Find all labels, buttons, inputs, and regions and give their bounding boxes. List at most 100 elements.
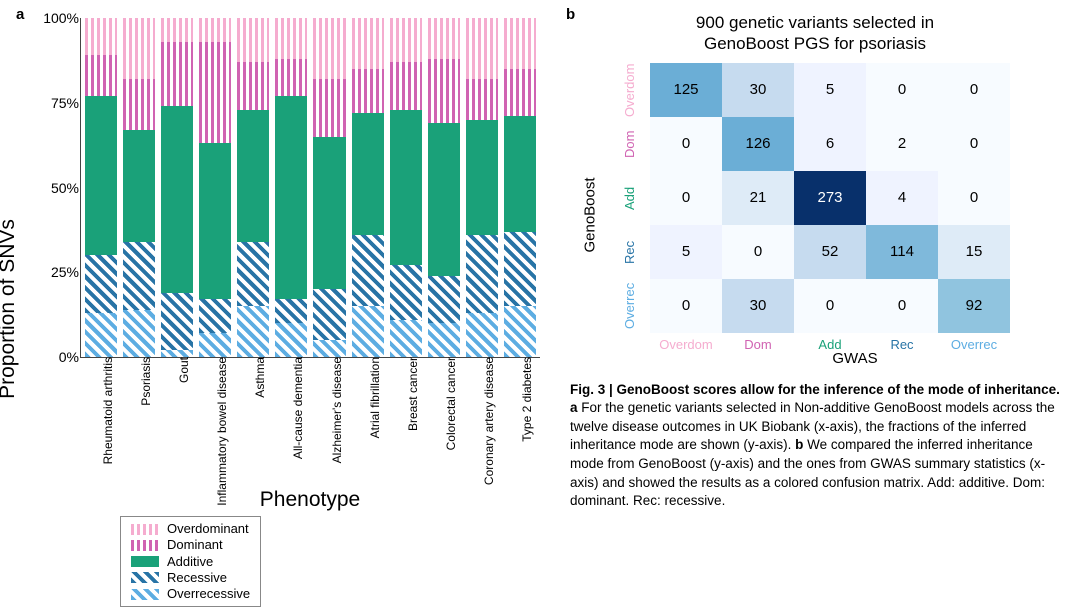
bar-segment-overrec	[199, 333, 231, 357]
bar: Alzheimer's disease	[313, 18, 345, 357]
x-tick-label: Breast cancer	[402, 357, 420, 431]
legend-swatch	[131, 540, 159, 551]
panel-a-label: a	[16, 6, 24, 23]
bar: Breast cancer	[390, 18, 422, 357]
panel-b-label: b	[566, 6, 575, 23]
figure-caption: Fig. 3 | GenoBoost scores allow for the …	[570, 381, 1060, 511]
heatmap-cell: 0	[650, 117, 722, 171]
bar: Colorectal cancer	[428, 18, 460, 357]
title-line-2: GenoBoost PGS for psoriasis	[704, 34, 926, 53]
heatmap-x-tick: Overrec	[938, 337, 1010, 352]
bar-segment-overrec	[275, 323, 307, 357]
panel-b: b 900 genetic variants selected in GenoB…	[570, 10, 1060, 607]
heatmap-cell: 2	[866, 117, 938, 171]
bar-segment-overrec	[352, 306, 384, 357]
heatmap-cell: 114	[866, 225, 938, 279]
heatmap-cell: 52	[794, 225, 866, 279]
bar-segment-rec	[161, 293, 193, 351]
figure-container: a Proportion of SNVs 0%25%50%75%100% Rhe…	[20, 10, 1060, 607]
heatmap-y-tick: Overdom	[622, 63, 637, 117]
x-tick-label: Asthma	[249, 357, 267, 398]
bar-segment-add	[161, 106, 193, 292]
y-tick: 0%	[29, 349, 79, 365]
legend-label: Overrecessive	[167, 586, 250, 602]
heatmap-y-tick: Overrec	[622, 279, 637, 333]
heatmap-x-axis-label: GWAS	[650, 350, 1060, 367]
bar-segment-overrec	[313, 340, 345, 357]
caption-a-prefix: a	[570, 400, 578, 415]
bar-segment-overdom	[466, 18, 498, 79]
bar-segment-rec	[123, 242, 155, 310]
y-axis: 0%25%50%75%100%	[29, 18, 79, 357]
bar-segment-rec	[390, 265, 422, 319]
bar-segment-dom	[352, 69, 384, 113]
bar-segment-rec	[275, 299, 307, 323]
bar-segment-add	[85, 96, 117, 255]
panel-a: a Proportion of SNVs 0%25%50%75%100% Rhe…	[20, 10, 540, 607]
x-tick-label: Type 2 diabetes	[516, 357, 534, 442]
panel-b-title: 900 genetic variants selected in GenoBoo…	[570, 12, 1060, 55]
heatmap-cell: 30	[722, 279, 794, 333]
heatmap-cell: 6	[794, 117, 866, 171]
legend-swatch	[131, 589, 159, 600]
heatmap-x-tick: Dom	[722, 337, 794, 352]
legend: OverdominantDominantAdditiveRecessiveOve…	[120, 516, 261, 607]
legend-swatch	[131, 572, 159, 583]
bar-segment-rec	[466, 235, 498, 313]
y-tick: 25%	[29, 264, 79, 280]
bar-segment-overrec	[390, 320, 422, 357]
bar: All-cause dementia	[275, 18, 307, 357]
legend-row: Additive	[131, 554, 250, 570]
heatmap-cell: 0	[722, 225, 794, 279]
x-axis-label: Phenotype	[80, 488, 540, 512]
bar-segment-overrec	[428, 323, 460, 357]
bar: Inflammatory bowel disease	[199, 18, 231, 357]
x-tick-label: Rheumatoid arthritis	[97, 357, 115, 464]
x-tick-label: Alzheimer's disease	[326, 357, 344, 463]
stacked-bar-chart: 0%25%50%75%100% Rheumatoid arthritisPsor…	[80, 18, 540, 358]
x-tick-label: Psoriasis	[135, 357, 153, 406]
bar-segment-overdom	[352, 18, 384, 69]
heatmap-x-tick: Overdom	[650, 337, 722, 352]
bar-segment-rec	[313, 289, 345, 340]
bar-segment-overrec	[123, 310, 155, 357]
bar-segment-add	[466, 120, 498, 235]
bar-segment-add	[352, 113, 384, 235]
bar-segment-add	[313, 137, 345, 290]
legend-label: Recessive	[167, 570, 227, 586]
heatmap: GenoBoost OverdomDomAddRecOverrec 125305…	[650, 63, 1060, 367]
legend-row: Dominant	[131, 537, 250, 553]
heatmap-grid: 125305000126620021273405052114150300092	[650, 63, 1060, 333]
bar-segment-dom	[275, 59, 307, 96]
bar-segment-dom	[123, 79, 155, 130]
bar-segment-dom	[390, 62, 422, 109]
x-tick-label: Gout	[173, 357, 191, 383]
bar-segment-dom	[504, 69, 536, 116]
title-line-1: 900 genetic variants selected in	[696, 13, 934, 32]
heatmap-cell: 0	[866, 279, 938, 333]
bar-segment-add	[275, 96, 307, 299]
bar-segment-overdom	[237, 18, 269, 62]
legend-swatch	[131, 556, 159, 567]
bar-segment-dom	[466, 79, 498, 120]
bar: Coronary artery disease	[466, 18, 498, 357]
caption-lead: Fig. 3 | GenoBoost scores allow for the …	[570, 382, 1060, 397]
heatmap-cell: 0	[650, 279, 722, 333]
legend-label: Dominant	[167, 537, 223, 553]
heatmap-cell: 125	[650, 63, 722, 117]
bar-segment-dom	[85, 55, 117, 96]
heatmap-cell: 30	[722, 63, 794, 117]
heatmap-y-tick: Add	[622, 171, 637, 225]
x-tick-label: Colorectal cancer	[440, 357, 458, 450]
bar: Rheumatoid arthritis	[85, 18, 117, 357]
legend-label: Overdominant	[167, 521, 249, 537]
heatmap-cell: 0	[794, 279, 866, 333]
bar-segment-overdom	[123, 18, 155, 79]
bar-segment-rec	[199, 299, 231, 333]
y-tick: 100%	[29, 10, 79, 26]
bar-segment-overdom	[390, 18, 422, 62]
legend-row: Overdominant	[131, 521, 250, 537]
bar-segment-overdom	[199, 18, 231, 42]
heatmap-y-tick: Rec	[622, 225, 637, 279]
bar-segment-dom	[161, 42, 193, 106]
